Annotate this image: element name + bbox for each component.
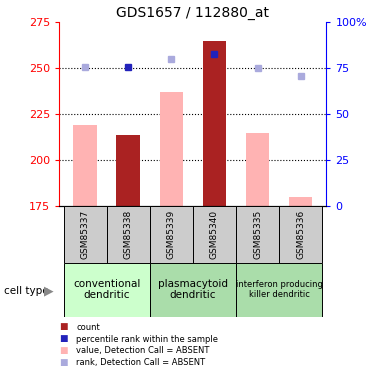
Text: GSM85337: GSM85337: [81, 210, 90, 259]
Text: ■: ■: [59, 334, 68, 344]
Bar: [116, 135, 140, 206]
Title: GDS1657 / 112880_at: GDS1657 / 112880_at: [116, 6, 269, 20]
Bar: [246, 133, 269, 206]
Text: GSM85340: GSM85340: [210, 210, 219, 259]
Text: GSM85336: GSM85336: [296, 210, 305, 259]
Text: value, Detection Call = ABSENT: value, Detection Call = ABSENT: [76, 346, 210, 355]
Text: ■: ■: [59, 346, 68, 355]
Bar: [160, 92, 183, 206]
Text: rank, Detection Call = ABSENT: rank, Detection Call = ABSENT: [76, 358, 205, 368]
Bar: [64, 206, 107, 262]
Text: count: count: [76, 322, 100, 332]
Text: GSM85335: GSM85335: [253, 210, 262, 259]
Bar: [289, 197, 312, 206]
Text: interferon producing
killer dendritic: interferon producing killer dendritic: [236, 280, 322, 299]
Text: percentile rank within the sample: percentile rank within the sample: [76, 334, 218, 344]
Bar: [193, 206, 236, 262]
Bar: [150, 206, 193, 262]
Bar: [279, 206, 322, 262]
Text: ■: ■: [59, 322, 68, 332]
Text: ■: ■: [59, 358, 68, 368]
Bar: [73, 125, 97, 206]
Bar: [150, 262, 236, 317]
Bar: [236, 206, 279, 262]
Text: cell type: cell type: [4, 286, 48, 296]
Text: GSM85338: GSM85338: [124, 210, 133, 259]
Bar: [236, 262, 322, 317]
Bar: [107, 206, 150, 262]
Text: conventional
dendritic: conventional dendritic: [73, 279, 141, 300]
Bar: [64, 262, 150, 317]
Bar: [203, 41, 226, 206]
Text: plasmacytoid
dendritic: plasmacytoid dendritic: [158, 279, 228, 300]
Text: ▶: ▶: [44, 284, 54, 297]
Text: GSM85339: GSM85339: [167, 210, 176, 259]
